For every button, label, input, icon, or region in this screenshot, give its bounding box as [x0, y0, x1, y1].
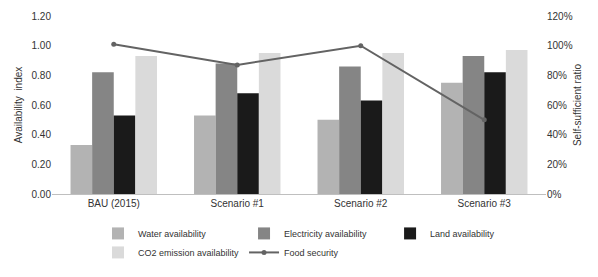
svg-text:80%: 80% — [547, 70, 567, 81]
svg-text:1.00: 1.00 — [32, 40, 52, 51]
svg-text:Land availability: Land availability — [430, 229, 495, 239]
svg-text:Electricity availability: Electricity availability — [284, 229, 367, 239]
svg-text:CO2 emission availability: CO2 emission availability — [138, 248, 239, 258]
svg-text:120%: 120% — [547, 11, 573, 22]
svg-text:Scenario #1: Scenario #1 — [211, 198, 265, 209]
svg-text:0.20: 0.20 — [32, 159, 52, 170]
svg-text:0.00: 0.00 — [32, 189, 52, 200]
svg-text:Food security: Food security — [284, 248, 339, 258]
svg-text:0.80: 0.80 — [32, 70, 52, 81]
svg-text:Water availability: Water availability — [138, 229, 206, 239]
svg-text:1.20: 1.20 — [32, 11, 52, 22]
svg-text:Self-sufficient ratio: Self-sufficient ratio — [572, 64, 583, 147]
svg-text:BAU (2015): BAU (2015) — [88, 198, 140, 209]
svg-text:100%: 100% — [547, 40, 573, 51]
svg-text:0%: 0% — [547, 189, 562, 200]
svg-text:40%: 40% — [547, 129, 567, 140]
svg-text:20%: 20% — [547, 159, 567, 170]
svg-text:0.40: 0.40 — [32, 129, 52, 140]
svg-text:Scenario #3: Scenario #3 — [458, 198, 512, 209]
svg-text:0.60: 0.60 — [32, 100, 52, 111]
svg-text:Availability index: Availability index — [13, 67, 24, 144]
svg-text:Scenario #2: Scenario #2 — [334, 198, 388, 209]
svg-text:60%: 60% — [547, 100, 567, 111]
